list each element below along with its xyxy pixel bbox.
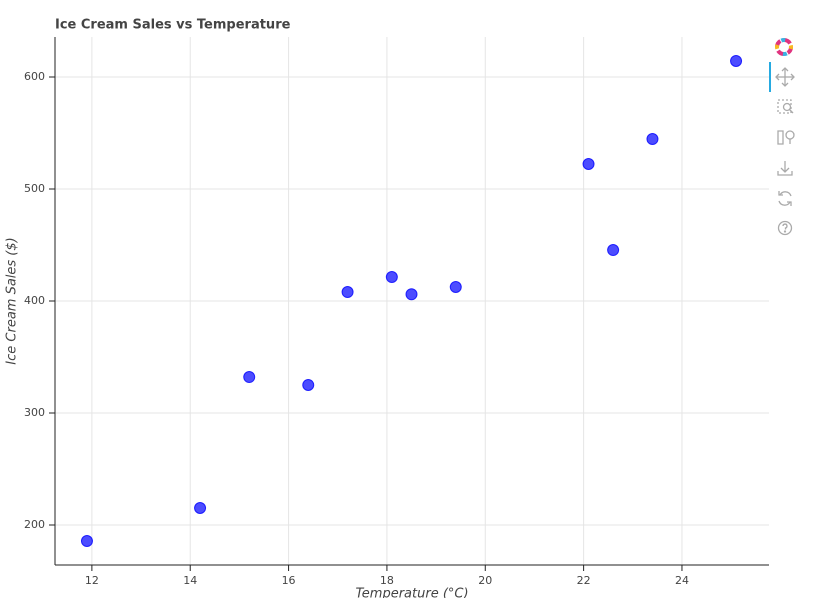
scatter-point bbox=[730, 54, 743, 67]
scatter-point bbox=[582, 158, 595, 171]
scatter-point bbox=[341, 286, 354, 299]
x-tick-label: 18 bbox=[380, 574, 394, 587]
pan-tool[interactable] bbox=[775, 67, 795, 87]
scatter-point bbox=[607, 244, 620, 257]
x-tick-label: 20 bbox=[478, 574, 492, 587]
scatter-point bbox=[194, 501, 207, 514]
scatter-point bbox=[385, 271, 398, 284]
wheel-zoom-tool[interactable] bbox=[777, 130, 795, 145]
y-tick-label: 400 bbox=[24, 294, 45, 307]
x-tick-label: 16 bbox=[282, 574, 296, 587]
y-tick-label: 200 bbox=[24, 518, 45, 531]
toolbar bbox=[769, 38, 795, 236]
save-tool[interactable] bbox=[777, 161, 793, 176]
scatter-point bbox=[449, 280, 462, 293]
scatter-point bbox=[302, 379, 315, 392]
x-axis-label: Temperature (°C) bbox=[355, 587, 468, 598]
grid bbox=[55, 37, 769, 565]
y-tick-label: 600 bbox=[24, 70, 45, 83]
scatter-point bbox=[243, 371, 256, 384]
y-axis-label: Ice Cream Sales ($) bbox=[5, 237, 20, 364]
help-tool[interactable] bbox=[777, 220, 793, 236]
box-zoom-tool[interactable] bbox=[777, 99, 794, 114]
x-tick-label: 12 bbox=[85, 574, 99, 587]
scatter-point bbox=[405, 288, 418, 301]
scatter-point bbox=[80, 535, 93, 548]
scatter-point bbox=[646, 133, 659, 146]
reset-tool[interactable] bbox=[778, 191, 792, 206]
x-tick-label: 14 bbox=[183, 574, 197, 587]
y-tick-label: 500 bbox=[24, 182, 45, 195]
bokeh-logo[interactable] bbox=[775, 38, 793, 56]
x-tick-label: 24 bbox=[675, 574, 689, 587]
x-tick-label: 22 bbox=[577, 574, 591, 587]
chart-title: Ice Cream Sales vs Temperature bbox=[55, 18, 291, 33]
y-tick-label: 300 bbox=[24, 406, 45, 419]
